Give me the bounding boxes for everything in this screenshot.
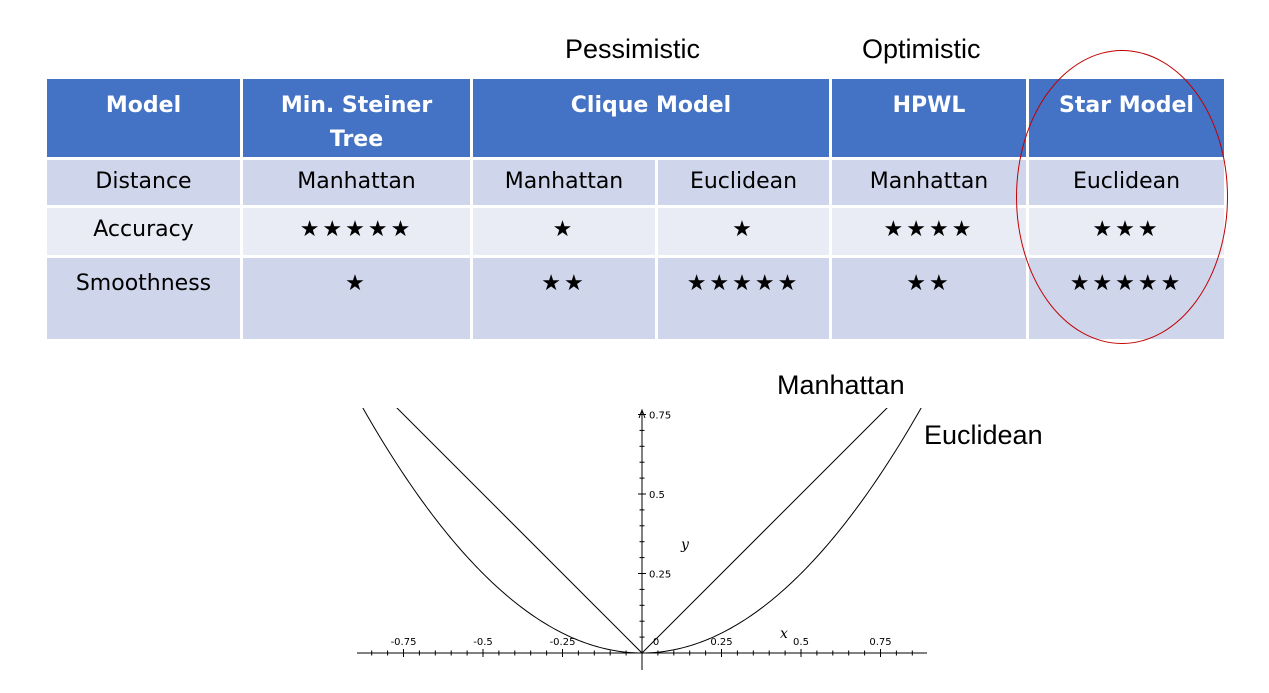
pessimistic-label: Pessimistic (565, 34, 701, 64)
header-clique-model: Clique Model (470, 76, 832, 160)
cell-distance-clique-euclidean: Euclidean (655, 157, 832, 208)
table-row-smoothness: Smoothness ★ ★★ ★★★★★ ★★ ★★★★★ (44, 255, 1227, 342)
row-label-distance: Distance (44, 157, 243, 208)
cell-accuracy-star: ★★★ (1026, 205, 1227, 258)
cell-smoothness-steiner: ★ (240, 255, 473, 342)
x-tick-label: -0.5 (473, 637, 493, 648)
cell-accuracy-clique-euclidean: ★ (655, 205, 832, 258)
cell-distance-hpwl: Manhattan (829, 157, 1029, 208)
x-tick-label: 0.5 (793, 637, 809, 648)
y-axis-arrow (638, 408, 646, 419)
y-tick-label: 0.75 (649, 411, 671, 422)
cell-smoothness-hpwl: ★★ (829, 255, 1029, 342)
cell-accuracy-clique-manhattan: ★ (470, 205, 658, 258)
y-axis-label: y (680, 537, 690, 553)
x-tick-label: -0.25 (550, 637, 576, 648)
cell-distance-star: Euclidean (1026, 157, 1227, 208)
header-hpwl: HPWL (829, 76, 1029, 160)
cell-accuracy-hpwl: ★★★★ (829, 205, 1029, 258)
header-steiner-line2: Tree (329, 127, 384, 152)
table-row-accuracy: Accuracy ★★★★★ ★ ★ ★★★★ ★★★ (44, 205, 1227, 258)
cell-distance-clique-manhattan: Manhattan (470, 157, 658, 208)
cell-smoothness-clique-manhattan: ★★ (470, 255, 658, 342)
x-tick-label: 0.75 (869, 637, 891, 648)
header-model: Model (44, 76, 243, 160)
header-star-model: Star Model (1026, 76, 1227, 160)
table-header-row: Model Min. Steiner Tree Clique Model HPWL… (44, 76, 1227, 160)
cell-smoothness-star: ★★★★★ (1026, 255, 1227, 342)
cell-accuracy-steiner: ★★★★★ (240, 205, 473, 258)
manhattan-curve-label: Manhattan (777, 370, 905, 400)
row-label-accuracy: Accuracy (44, 205, 243, 258)
x-tick-label: -0.75 (391, 637, 417, 648)
cell-smoothness-clique-euclidean: ★★★★★ (655, 255, 832, 342)
euclidean-curve (362, 408, 922, 654)
y-tick-label: 0.5 (649, 490, 665, 501)
row-label-smoothness: Smoothness (44, 255, 243, 342)
y-tick-label: 0.25 (649, 570, 671, 581)
model-comparison-table: Model Min. Steiner Tree Clique Model HPWL… (44, 76, 1227, 342)
euclidean-curve-label: Euclidean (924, 420, 1043, 450)
header-steiner-line1: Min. Steiner (280, 93, 433, 118)
cell-distance-steiner: Manhattan (240, 157, 473, 208)
header-min-steiner-tree: Min. Steiner Tree (240, 76, 473, 160)
x-tick-label: 0 (653, 637, 659, 648)
x-axis-label: x (780, 626, 788, 642)
optimistic-label: Optimistic (862, 34, 981, 64)
x-tick-label: 0.25 (710, 637, 732, 648)
table-row-distance: Distance Manhattan Manhattan Euclidean M… (44, 157, 1227, 208)
